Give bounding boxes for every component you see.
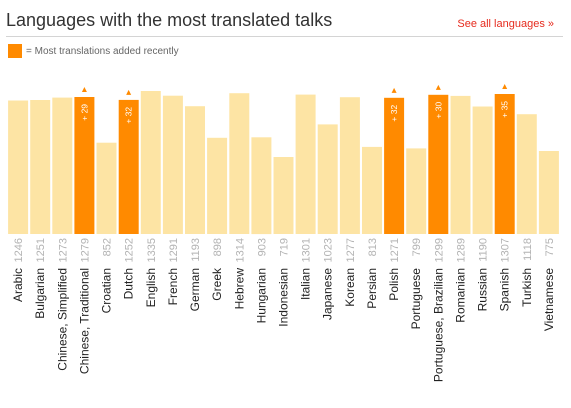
category-label: Bulgarian bbox=[33, 268, 47, 319]
value-label: 1023 bbox=[323, 238, 335, 262]
value-label: 1277 bbox=[345, 238, 357, 262]
bar bbox=[207, 137, 228, 234]
category-label: Dutch bbox=[122, 268, 136, 299]
category-label: German bbox=[188, 268, 202, 311]
bar bbox=[251, 137, 272, 235]
category-label: Hungarian bbox=[254, 268, 268, 323]
bar bbox=[96, 142, 117, 234]
category-label: Turkish bbox=[520, 268, 534, 307]
category-label: Arabic bbox=[11, 268, 25, 302]
highlight-marker-icon bbox=[502, 83, 508, 89]
bar bbox=[450, 95, 471, 235]
category-label: Croatian bbox=[100, 268, 114, 313]
recently-added-label: + 30 bbox=[433, 102, 443, 119]
category-label: Hebrew bbox=[232, 268, 246, 310]
see-all-languages-link[interactable]: See all languages » bbox=[457, 18, 554, 30]
category-label: Polish bbox=[387, 268, 401, 301]
value-label: 898 bbox=[212, 238, 224, 256]
value-label: 1299 bbox=[433, 238, 445, 262]
value-label: 1291 bbox=[168, 238, 180, 262]
value-label: 1335 bbox=[146, 238, 158, 262]
category-label: Vietnamese bbox=[542, 268, 556, 331]
value-label: 1307 bbox=[500, 238, 512, 262]
category-label: Greek bbox=[210, 267, 224, 301]
bar bbox=[406, 148, 427, 234]
bar bbox=[162, 95, 183, 234]
bar bbox=[362, 146, 382, 234]
highlight-marker-icon bbox=[391, 87, 397, 93]
value-label: 903 bbox=[256, 238, 268, 256]
value-label: 1193 bbox=[190, 238, 202, 262]
highlight-marker-icon bbox=[435, 84, 441, 90]
bar bbox=[538, 151, 559, 234]
value-label: 1279 bbox=[79, 238, 91, 262]
category-label: Japanese bbox=[321, 268, 335, 320]
category-label: Russian bbox=[476, 268, 490, 311]
bar bbox=[229, 93, 250, 234]
bar bbox=[428, 94, 449, 234]
value-label: 1251 bbox=[35, 238, 47, 262]
value-label: 1314 bbox=[234, 238, 246, 262]
highlight-marker-icon bbox=[126, 89, 132, 95]
bar bbox=[30, 100, 51, 234]
value-label: 1118 bbox=[522, 238, 534, 261]
value-label: 1289 bbox=[455, 238, 467, 262]
bar bbox=[52, 97, 73, 234]
category-label: Italian bbox=[299, 268, 313, 300]
title-divider bbox=[6, 36, 563, 37]
bar bbox=[74, 97, 95, 234]
bar bbox=[317, 124, 338, 234]
value-label: 775 bbox=[544, 238, 556, 256]
bar bbox=[339, 97, 360, 234]
bar bbox=[140, 91, 161, 234]
bar bbox=[118, 99, 139, 235]
legend-label: = Most translations added recently bbox=[26, 45, 179, 57]
value-label: 813 bbox=[367, 238, 379, 256]
recently-added-label: + 32 bbox=[389, 105, 399, 122]
value-label: 1273 bbox=[57, 238, 69, 262]
recently-added-label: + 29 bbox=[79, 104, 89, 121]
category-label: Persian bbox=[365, 268, 379, 309]
category-label: Romanian bbox=[453, 268, 467, 323]
chart-title: Languages with the most translated talks bbox=[6, 10, 333, 30]
bar bbox=[185, 106, 205, 234]
category-label: Korean bbox=[343, 268, 357, 307]
bar bbox=[295, 94, 316, 234]
bar bbox=[494, 94, 515, 234]
category-label: Portuguese, Brazilian bbox=[431, 268, 445, 382]
bar bbox=[472, 106, 493, 234]
category-label: Chinese, Traditional bbox=[77, 268, 91, 374]
value-label: 719 bbox=[279, 238, 291, 256]
category-label: Spanish bbox=[498, 268, 512, 311]
value-label: 852 bbox=[102, 238, 114, 256]
value-label: 1301 bbox=[301, 238, 313, 262]
value-label: 1252 bbox=[124, 238, 136, 262]
legend-swatch bbox=[8, 44, 22, 58]
recently-added-label: + 32 bbox=[124, 107, 134, 124]
highlight-marker-icon bbox=[81, 86, 87, 92]
legend: = Most translations added recently bbox=[8, 44, 179, 58]
value-label: 1190 bbox=[478, 238, 490, 262]
category-label: Chinese, Simplified bbox=[55, 268, 69, 371]
bar bbox=[516, 114, 537, 234]
value-label: 1246 bbox=[13, 238, 25, 262]
bar bbox=[8, 100, 29, 234]
value-label: 1271 bbox=[389, 238, 401, 262]
category-label: Portuguese bbox=[409, 268, 423, 330]
recently-added-label: + 35 bbox=[500, 101, 510, 118]
bar bbox=[384, 97, 405, 234]
bar bbox=[273, 157, 294, 234]
category-label: English bbox=[144, 268, 158, 307]
category-label: French bbox=[166, 268, 180, 305]
category-label: Indonesian bbox=[277, 268, 291, 327]
value-label: 799 bbox=[411, 238, 423, 256]
